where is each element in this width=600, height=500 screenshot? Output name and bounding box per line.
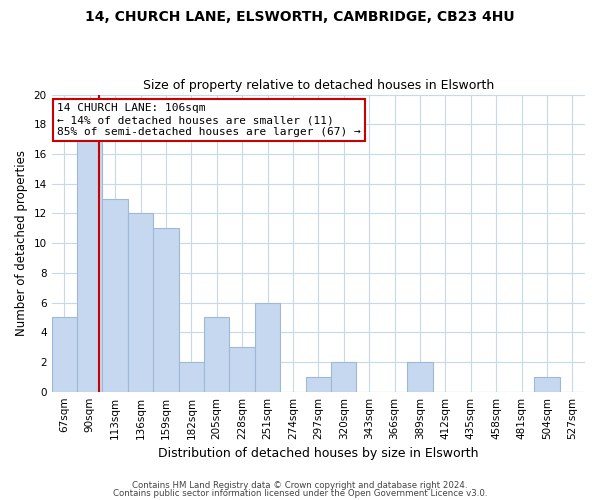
- Bar: [305, 377, 331, 392]
- Text: 14 CHURCH LANE: 106sqm
← 14% of detached houses are smaller (11)
85% of semi-det: 14 CHURCH LANE: 106sqm ← 14% of detached…: [57, 104, 361, 136]
- Text: Contains public sector information licensed under the Open Government Licence v3: Contains public sector information licen…: [113, 488, 487, 498]
- Bar: [128, 214, 153, 392]
- X-axis label: Distribution of detached houses by size in Elsworth: Distribution of detached houses by size …: [158, 447, 479, 460]
- Bar: [103, 198, 128, 392]
- Bar: [407, 362, 433, 392]
- Bar: [255, 302, 280, 392]
- Bar: [331, 362, 356, 392]
- Bar: [52, 318, 77, 392]
- Text: 14, CHURCH LANE, ELSWORTH, CAMBRIDGE, CB23 4HU: 14, CHURCH LANE, ELSWORTH, CAMBRIDGE, CB…: [85, 10, 515, 24]
- Bar: [179, 362, 204, 392]
- Bar: [77, 139, 103, 392]
- Bar: [204, 318, 229, 392]
- Y-axis label: Number of detached properties: Number of detached properties: [15, 150, 28, 336]
- Bar: [229, 347, 255, 392]
- Title: Size of property relative to detached houses in Elsworth: Size of property relative to detached ho…: [143, 79, 494, 92]
- Text: Contains HM Land Registry data © Crown copyright and database right 2024.: Contains HM Land Registry data © Crown c…: [132, 481, 468, 490]
- Bar: [153, 228, 179, 392]
- Bar: [534, 377, 560, 392]
